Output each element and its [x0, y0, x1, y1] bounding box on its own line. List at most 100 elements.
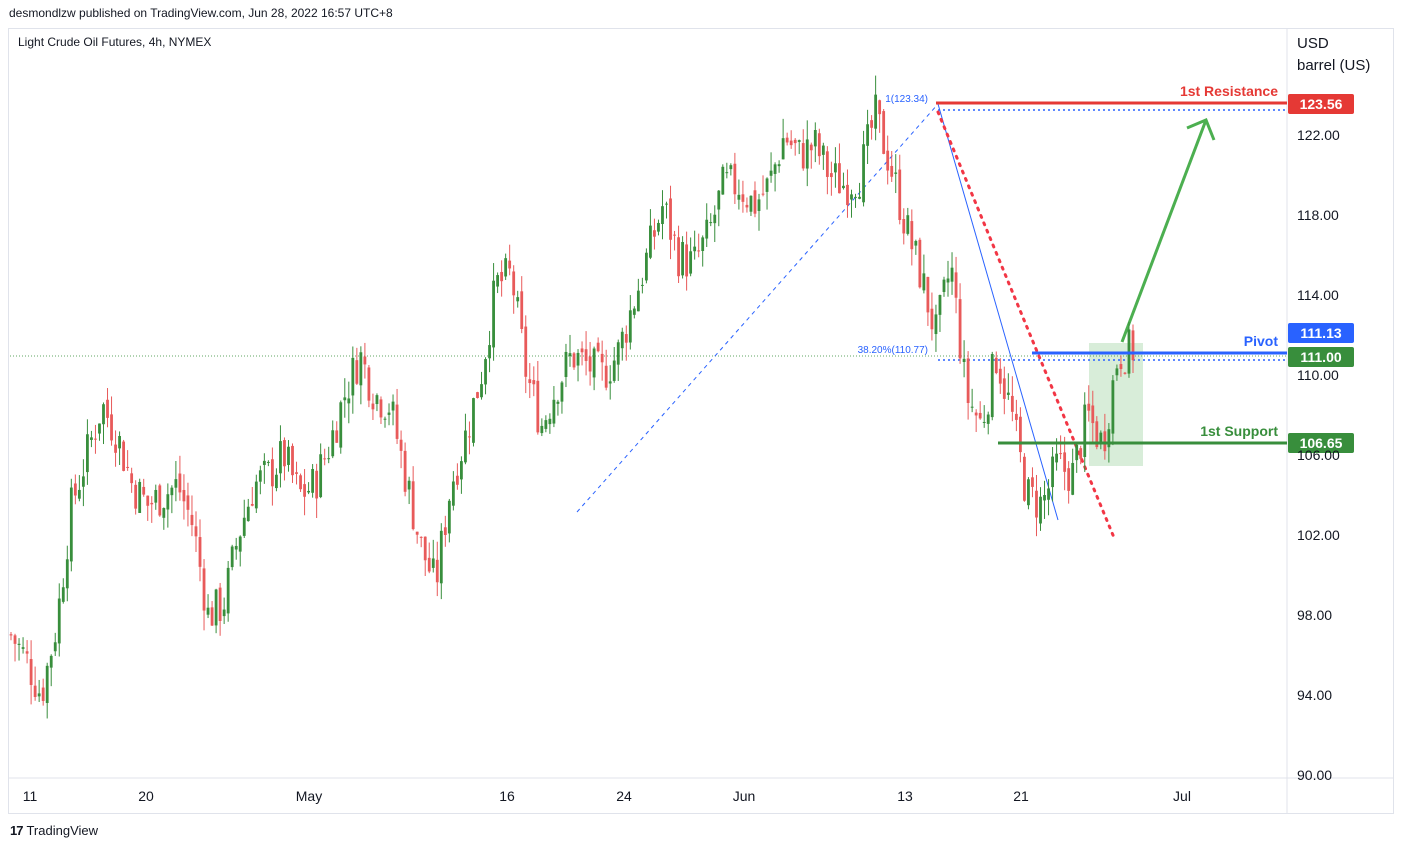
- resistance-price-tag[interactable]: [1288, 94, 1354, 114]
- candle-body: [431, 558, 435, 568]
- candle-body: [460, 461, 463, 480]
- candle-body: [29, 659, 33, 685]
- bullish-arrow-line: [1120, 119, 1208, 343]
- candle-body: [287, 446, 290, 465]
- candle-body: [842, 185, 845, 189]
- candle-body: [307, 490, 310, 493]
- candle-body: [190, 514, 194, 526]
- candle-body: [926, 276, 930, 313]
- descending-trendline: [936, 110, 1117, 542]
- candle-body: [351, 357, 355, 396]
- candle-body: [701, 237, 705, 251]
- candle-body: [270, 459, 274, 487]
- candle-body: [166, 494, 170, 510]
- candle-body: [427, 557, 431, 572]
- candle-body: [262, 460, 266, 465]
- candle-body: [709, 222, 713, 224]
- candle-body: [789, 140, 793, 146]
- candle-body: [158, 485, 162, 516]
- candle-body: [813, 130, 817, 147]
- candle-body: [640, 284, 644, 286]
- candle-body: [1002, 378, 1006, 399]
- candle-body: [713, 214, 717, 224]
- candle-body: [443, 527, 447, 536]
- candle-body: [210, 607, 214, 626]
- candle-body: [741, 194, 745, 202]
- candle-body: [777, 164, 781, 167]
- candle-body: [508, 260, 512, 269]
- candle-body: [673, 234, 676, 236]
- candle-body: [512, 271, 516, 296]
- candle-body: [737, 194, 741, 200]
- candle-body: [178, 473, 182, 493]
- candle-body: [1035, 490, 1038, 518]
- candle-body: [73, 483, 77, 496]
- candle-body: [745, 204, 749, 208]
- candle-body: [649, 225, 652, 258]
- candle-body: [838, 163, 841, 194]
- candle-body: [986, 414, 990, 424]
- fibonacci-retracement-line: [937, 103, 1059, 521]
- candle-body: [142, 486, 146, 495]
- candle-body: [1095, 421, 1099, 448]
- candle-body: [685, 244, 689, 277]
- candle-body: [970, 406, 974, 408]
- candle-body: [283, 440, 286, 467]
- candle-body: [661, 206, 664, 225]
- price-tick-label: 102.00: [1297, 527, 1340, 543]
- candle-body: [516, 297, 520, 302]
- candle-body: [1107, 429, 1111, 448]
- candle-body: [472, 398, 475, 443]
- candle-body: [33, 685, 37, 697]
- candle-body: [657, 222, 660, 232]
- candle-body: [275, 474, 278, 489]
- candle-body: [484, 359, 487, 385]
- candle-body: [122, 441, 126, 471]
- candle-body: [174, 479, 178, 488]
- candle-body: [77, 489, 81, 499]
- support-label: 1st Support: [1200, 423, 1278, 439]
- candle-body: [854, 196, 857, 198]
- candle-body: [805, 139, 809, 169]
- candle-body: [447, 500, 451, 534]
- candle-body: [677, 237, 680, 277]
- candle-body: [500, 271, 504, 282]
- last-price-tag[interactable]: [1288, 347, 1354, 367]
- candle-body: [616, 342, 620, 365]
- price-tick-label: 110.00: [1297, 367, 1339, 383]
- candle-body: [315, 470, 319, 499]
- candle-body: [387, 412, 391, 415]
- candle-body: [829, 173, 833, 178]
- candle-body: [669, 198, 672, 240]
- time-axis[interactable]: 11 20 May 16 24 Jun 13 21 Jul: [23, 788, 1191, 804]
- candle-body: [435, 559, 439, 583]
- candle-body: [689, 251, 693, 274]
- candle-body: [339, 402, 343, 448]
- time-tick-label: Jul: [1173, 788, 1191, 804]
- candle-body: [544, 420, 548, 429]
- price-axis[interactable]: 90.00 94.00 98.00 102.00 106.00 110.00 114.00 1…: [1297, 127, 1340, 783]
- support-price-tag[interactable]: [1288, 433, 1354, 453]
- candle-body: [560, 382, 564, 402]
- candle-body: [902, 219, 906, 234]
- bullish-arrow-head: [1186, 118, 1216, 141]
- candle-body: [721, 166, 725, 195]
- candle-body: [870, 120, 874, 128]
- candle-body: [327, 458, 331, 460]
- candle-body: [821, 145, 825, 155]
- candle-body: [455, 475, 459, 485]
- candle-body: [81, 476, 85, 487]
- candle-body: [347, 398, 351, 404]
- candle-body: [866, 124, 869, 146]
- candle-body: [1131, 330, 1135, 361]
- candle-body: [825, 151, 829, 177]
- candle-body: [898, 169, 902, 220]
- candle-body: [45, 665, 49, 704]
- candle-body: [1087, 403, 1091, 411]
- candle-body: [556, 401, 560, 404]
- pivot-price-tag[interactable]: [1288, 323, 1354, 343]
- candle-body: [620, 331, 624, 349]
- candle-body: [749, 195, 753, 212]
- candle-body: [665, 203, 668, 205]
